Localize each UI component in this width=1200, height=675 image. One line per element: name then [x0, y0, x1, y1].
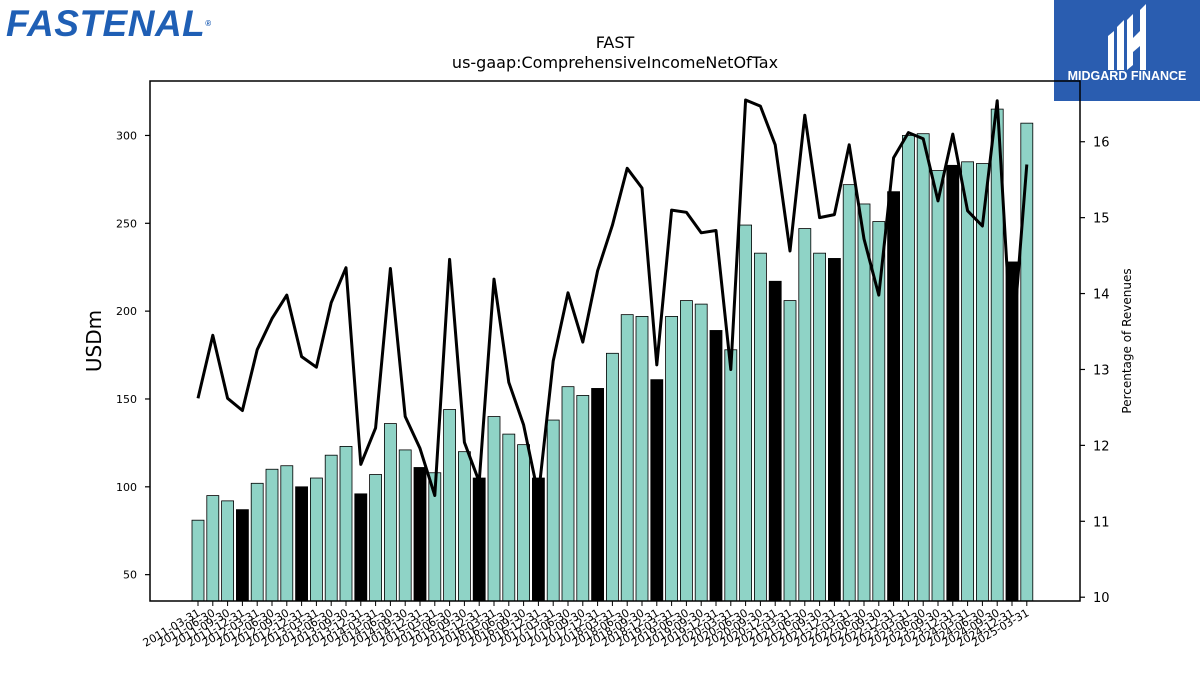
y-tick-label: 100 — [116, 481, 137, 494]
bar-2020-12-31 — [768, 280, 782, 602]
bar-2020-06-30 — [739, 224, 752, 602]
bar-2019-09-30 — [694, 303, 708, 602]
y2-tick-label: 13 — [1093, 363, 1110, 378]
bar-2021-03-31 — [783, 300, 797, 602]
y2-tick-label: 11 — [1093, 515, 1110, 530]
bar-2012-03-31 — [250, 482, 264, 602]
bar-2013-12-31 — [354, 493, 368, 602]
bar-2013-09-30 — [339, 446, 353, 602]
midgard-finance-badge: MIDGARD FINANCE — [1054, 0, 1200, 101]
bar-2024-06-30 — [976, 163, 989, 602]
y2-tick-label: 16 — [1093, 136, 1110, 151]
bar-2023-03-31 — [902, 135, 915, 602]
bar-2016-09-30 — [517, 444, 530, 602]
y2-tick-label: 10 — [1093, 591, 1110, 606]
bar-2014-06-30 — [383, 423, 397, 602]
bar-2018-09-30 — [635, 316, 649, 602]
bar-2019-06-30 — [680, 300, 693, 602]
y2-tick-label: 15 — [1093, 212, 1110, 227]
right-axis: 10 11 12 13 14 15 16 — [1080, 136, 1110, 606]
bar-2023-06-30 — [916, 133, 930, 602]
bar-2019-03-31 — [665, 316, 678, 602]
plot-frame — [149, 80, 1081, 602]
bar-2021-12-31 — [828, 258, 841, 602]
y-tick-label: 300 — [116, 129, 137, 142]
bar-2020-09-30 — [754, 252, 767, 602]
chart-subtitle: us-gaap:ComprehensiveIncomeNetOfTax — [452, 53, 778, 72]
left-axis: 50 100 150 200 250 300 — [116, 129, 150, 582]
bar-2011-12-31 — [235, 509, 249, 602]
bars-layer — [191, 108, 1034, 602]
bar-2017-12-31 — [591, 388, 604, 602]
bar-2025-03-31 — [1020, 122, 1034, 602]
bar-2012-09-30 — [280, 465, 294, 602]
bar-2011-03-31 — [191, 519, 205, 602]
y2-tick-label: 12 — [1093, 439, 1110, 454]
y-axis-label: USDm — [82, 310, 106, 372]
bar-2021-09-30 — [813, 252, 826, 602]
x-axis: 2011-03-312011-06-302011-09-302011-12-31… — [141, 601, 1031, 650]
bar-2013-06-30 — [324, 454, 338, 602]
bar-2016-06-30 — [502, 433, 516, 602]
y-tick-label: 200 — [116, 305, 137, 318]
bar-2023-09-30 — [931, 170, 945, 602]
y-tick-label: 50 — [123, 569, 137, 582]
y-tick-label: 150 — [116, 393, 137, 406]
bar-2014-03-31 — [369, 474, 383, 602]
line-layer — [196, 98, 1029, 497]
bar-2020-03-31 — [724, 349, 738, 602]
bar-2022-06-30 — [857, 203, 871, 602]
bar-2022-03-31 — [842, 184, 856, 602]
bar-2022-12-31 — [887, 191, 900, 602]
bar-2017-03-31 — [546, 419, 560, 602]
bar-2015-06-30 — [443, 409, 457, 602]
bar-2012-12-31 — [295, 486, 309, 602]
bar-2017-06-30 — [561, 386, 575, 602]
bar-2018-12-31 — [650, 379, 664, 602]
y-tick-label: 250 — [116, 217, 137, 230]
bar-2016-03-31 — [487, 416, 501, 602]
percentage-line — [196, 98, 1029, 497]
y2-tick-label: 14 — [1093, 288, 1110, 303]
bar-2011-06-30 — [206, 495, 220, 602]
bar-2023-12-31 — [946, 164, 960, 602]
bar-2014-09-30 — [398, 449, 412, 602]
bar-2015-12-31 — [472, 477, 486, 602]
bar-2021-06-30 — [798, 228, 812, 602]
sponsor-name: MIDGARD FINANCE — [1067, 69, 1187, 83]
bar-2018-06-30 — [620, 314, 634, 602]
y2-axis-label: Percentage of Revenues — [1120, 268, 1134, 413]
bar-2011-09-30 — [221, 500, 235, 602]
bar-2017-09-30 — [576, 395, 590, 602]
bar-2015-09-30 — [457, 451, 471, 602]
bar-2018-03-31 — [606, 352, 619, 602]
fastenal-logo: FASTENAL® — [6, 3, 212, 44]
bar-2013-03-31 — [309, 477, 323, 602]
bar-2019-12-31 — [709, 330, 723, 602]
bar-2014-12-31 — [413, 467, 427, 602]
bar-2012-06-30 — [265, 468, 279, 602]
bar-2024-03-31 — [961, 161, 974, 602]
midgard-finance-logo-icon — [1108, 4, 1146, 70]
chart-title: FAST — [596, 33, 635, 52]
